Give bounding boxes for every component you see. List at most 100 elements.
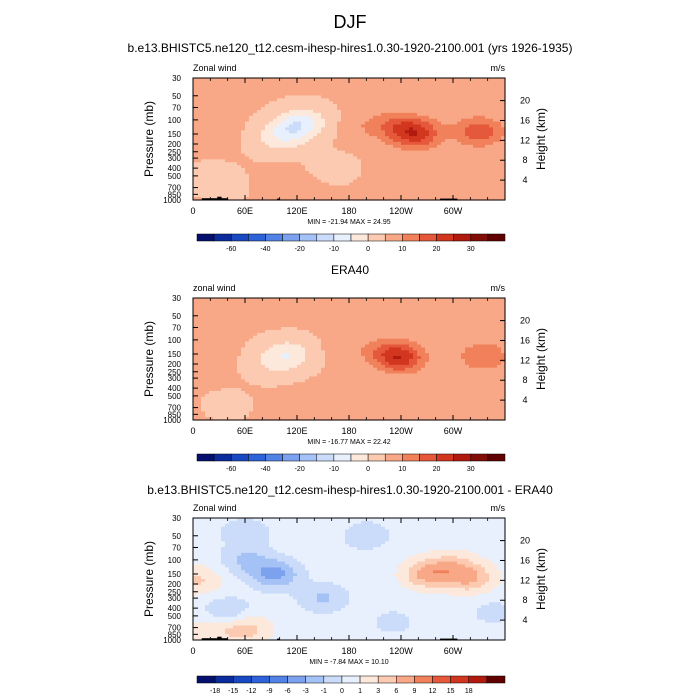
field-cell	[377, 92, 382, 97]
field-cell	[313, 188, 318, 192]
field-cell	[249, 303, 254, 308]
field-cell	[293, 379, 298, 383]
field-cell	[297, 379, 302, 383]
field-cell	[285, 124, 290, 128]
field-cell	[481, 118, 486, 123]
field-cell	[449, 182, 454, 187]
field-cell	[245, 150, 250, 155]
field-cell	[205, 188, 210, 192]
field-cell	[237, 80, 242, 85]
field-cell	[261, 124, 266, 128]
field-cell	[453, 115, 458, 120]
field-cell	[301, 382, 306, 386]
field-cell	[329, 185, 334, 189]
field-cell	[357, 89, 362, 94]
field-cell	[205, 173, 210, 178]
field-cell	[461, 95, 466, 99]
field-cell	[193, 332, 198, 337]
field-cell	[293, 356, 298, 360]
field-cell	[297, 78, 302, 82]
field-cell	[193, 411, 198, 415]
field-cell	[381, 153, 386, 158]
field-cell	[437, 115, 442, 120]
field-cell	[281, 95, 286, 99]
field-cell	[417, 118, 422, 123]
field-cell	[313, 107, 318, 111]
field-cell	[313, 109, 318, 114]
field-cell	[253, 80, 258, 85]
field-cell	[213, 194, 218, 198]
field-cell	[269, 402, 274, 407]
field-cell	[325, 318, 330, 322]
field-cell	[265, 133, 270, 137]
field-cell	[245, 133, 250, 137]
field-cell	[485, 95, 490, 99]
field-cell	[205, 390, 210, 395]
field-cell	[453, 159, 458, 163]
field-cell	[397, 191, 402, 195]
field-cell	[229, 414, 234, 418]
field-cell	[241, 165, 246, 169]
field-cell	[389, 144, 394, 149]
field-cell	[205, 179, 210, 184]
field-cell	[217, 306, 222, 311]
field-cell	[249, 92, 254, 97]
field-cell	[377, 127, 382, 131]
field-cell	[229, 159, 234, 163]
field-cell	[269, 127, 274, 131]
field-cell	[209, 141, 214, 146]
field-cell	[353, 130, 358, 134]
field-cell	[281, 373, 286, 378]
field-cell	[337, 136, 342, 140]
field-cell	[321, 324, 326, 328]
field-cell	[221, 150, 226, 155]
field-cell	[265, 303, 270, 308]
field-cell	[253, 379, 258, 383]
units-label: m/s	[491, 63, 506, 73]
field-cell	[361, 112, 366, 117]
field-cell	[309, 306, 314, 311]
field-cell	[389, 133, 394, 137]
field-cell	[297, 309, 302, 314]
field-cell	[469, 159, 474, 163]
field-cell	[201, 367, 206, 372]
field-cell	[217, 133, 222, 137]
field-cell	[345, 86, 350, 91]
field-cell	[489, 185, 494, 189]
field-cell	[301, 367, 306, 372]
field-cell	[257, 78, 262, 82]
field-cell	[273, 324, 278, 328]
field-cell	[285, 121, 290, 126]
field-cell	[321, 130, 326, 134]
field-cell	[341, 162, 346, 166]
field-cell	[453, 89, 458, 94]
field-cell	[225, 344, 230, 348]
field-cell	[269, 347, 274, 351]
field-cell	[225, 315, 230, 319]
field-cell	[229, 309, 234, 314]
field-cell	[425, 115, 430, 120]
colorbar-swatch	[436, 233, 454, 242]
field-cell	[209, 376, 214, 380]
field-cell	[457, 107, 462, 111]
field-cell	[389, 150, 394, 155]
field-cell	[209, 95, 214, 99]
field-cell	[401, 92, 406, 97]
field-cell	[369, 173, 374, 178]
field-cell	[221, 312, 226, 317]
field-cell	[401, 80, 406, 85]
field-cell	[321, 124, 326, 128]
field-cell	[257, 176, 262, 181]
field-cell	[473, 127, 478, 131]
field-cell	[265, 139, 270, 143]
field-cell	[341, 86, 346, 91]
field-cell	[409, 89, 414, 94]
field-cell	[325, 107, 330, 111]
field-cell	[345, 191, 350, 195]
field-cell	[489, 141, 494, 146]
field-cell	[485, 127, 490, 131]
field-cell	[253, 335, 258, 340]
field-cell	[473, 162, 478, 166]
field-cell	[245, 402, 250, 407]
field-cell	[329, 109, 334, 114]
